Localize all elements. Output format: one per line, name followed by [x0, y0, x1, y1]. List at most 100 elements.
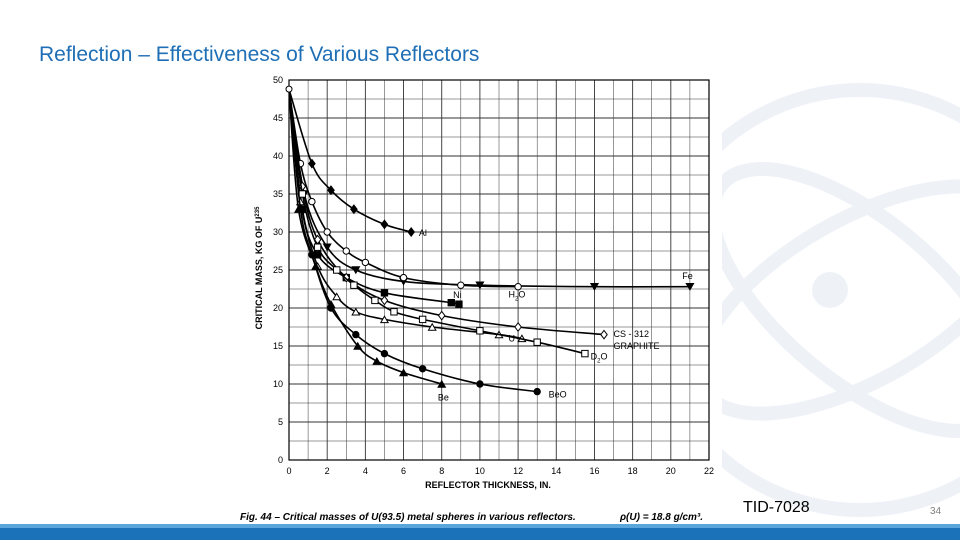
series-be-point — [311, 262, 321, 270]
series-layer — [285, 85, 695, 396]
y-tick-label: 50 — [273, 75, 283, 85]
series-ni-point — [380, 289, 389, 297]
series-al-point — [308, 158, 316, 169]
x-tick-label: 18 — [628, 466, 638, 476]
series-be-point — [372, 357, 382, 365]
y-tick-label: 10 — [273, 379, 283, 389]
series-fe-point — [351, 266, 361, 275]
y-tick-label: 20 — [273, 303, 283, 313]
y-tick-label: 5 — [278, 417, 283, 427]
x-tick-label: 2 — [325, 466, 330, 476]
x-tick-label: 10 — [475, 466, 485, 476]
figure-panel — [240, 68, 722, 528]
critical-mass-chart: 0 2 4 6 8 10 12 14 16 18 20 2205101520253035404550 … — [240, 75, 714, 523]
series-h2o-point — [361, 258, 370, 267]
y-tick-label: 0 — [278, 455, 283, 465]
curve-label: GRAPHITE — [614, 341, 660, 351]
curve-label: Al — [419, 228, 427, 238]
series-ni-point — [447, 298, 455, 307]
x-tick-label: 4 — [363, 466, 368, 476]
y-tick-label: 30 — [273, 227, 283, 237]
curve-label: H2O — [509, 289, 526, 302]
series-h2o — [288, 88, 522, 291]
series-beo — [288, 89, 541, 396]
series-beo-point — [476, 380, 484, 388]
slide-title: Reflection – Effectiveness of Various Re… — [39, 43, 480, 66]
curve-labels: Al Fe H2O Ni CS - 312 GRAPHITE U D2O BeO Be — [419, 228, 693, 403]
y-tick-label: 45 — [273, 113, 283, 123]
series-u-point — [351, 307, 361, 316]
axes: 0 2 4 6 8 10 12 14 16 18 20 22 0 5 10 15 20 25 30 35 40 45 50 — [273, 75, 714, 476]
series-u-point — [427, 322, 437, 331]
y-tick-label: 35 — [273, 189, 283, 199]
series-beo-point — [380, 349, 389, 358]
y-axis-title: CRITICAL MASS, KG OF U235 — [254, 206, 264, 330]
series-d2o-point — [333, 266, 341, 274]
series-fe-point — [685, 283, 695, 291]
series-be-point — [398, 368, 409, 377]
series-h2o-point — [457, 281, 465, 289]
x-tick-label: 14 — [551, 466, 561, 476]
footer-bar — [0, 528, 960, 540]
series-d2o-point — [313, 243, 322, 251]
x-tick-label: 20 — [666, 466, 676, 476]
curve-label: U — [509, 333, 515, 343]
x-tick-label: 16 — [589, 466, 599, 476]
series-al-point — [407, 226, 416, 238]
grid — [288, 79, 710, 461]
series-al-point — [350, 204, 358, 215]
figure-caption-density: ρ(U) = 18.8 g/cm³. — [619, 512, 703, 523]
series-be-point — [293, 205, 304, 213]
series-al-point — [380, 219, 389, 230]
series-d2o-point — [350, 281, 358, 289]
series-ni — [288, 89, 463, 308]
curve-label: Be — [438, 393, 449, 403]
series-ni-point — [455, 300, 463, 308]
figure-caption: Fig. 44 – Critical masses of U(93.5) met… — [240, 512, 576, 523]
curve-label: BeO — [549, 390, 567, 400]
series-d2o-point — [390, 308, 398, 316]
series-h2o-point — [399, 273, 408, 282]
series-al-point — [327, 185, 335, 196]
source-label: TID-7028 — [743, 499, 810, 516]
x-axis-title: REFLECTOR THICKNESS, IN. — [425, 480, 551, 490]
series-d2o-point — [533, 338, 541, 346]
y-tick-label: 40 — [273, 151, 283, 161]
series-d2o-point — [298, 190, 307, 198]
series-h2o-point — [308, 197, 316, 206]
series-beo-point — [352, 330, 360, 339]
plot-frame — [288, 79, 710, 461]
x-tick-label: 8 — [439, 466, 444, 476]
series-fe-line — [288, 88, 690, 288]
origin-point — [285, 85, 293, 93]
series-fe-point — [475, 281, 485, 290]
series-h2o-point — [323, 228, 331, 236]
x-tick-label: 12 — [513, 466, 523, 476]
series-fe-point — [589, 283, 600, 291]
y-tick-label: 25 — [273, 265, 283, 275]
series-u-line — [288, 89, 523, 340]
curve-label: Ni — [453, 290, 462, 300]
series-d2o-point — [418, 315, 427, 324]
series-h2o-point — [342, 247, 350, 255]
y-tick-label: 15 — [273, 341, 283, 351]
series-cs-312-graphite-point — [380, 295, 389, 306]
series-d2o-point — [476, 327, 484, 335]
series-u-point — [332, 292, 342, 301]
series-be-point — [437, 379, 447, 388]
series-be-point — [353, 341, 363, 350]
curve-label: CS - 312 — [614, 329, 650, 339]
series-al — [288, 88, 416, 238]
series-u — [288, 89, 527, 343]
series-be-point — [326, 300, 336, 308]
series-u-point — [379, 315, 390, 324]
series-fe-point — [322, 243, 332, 252]
series-ni-line — [288, 89, 461, 305]
series-d2o-point — [371, 296, 379, 305]
series-cs-312-graphite-point — [437, 310, 446, 321]
curve-label: D2O — [591, 352, 608, 365]
series-d2o — [288, 89, 589, 358]
x-tick-label: 0 — [286, 466, 291, 476]
series-cs-312-graphite-point — [600, 329, 608, 340]
series-cs-312-graphite-point — [514, 321, 522, 333]
